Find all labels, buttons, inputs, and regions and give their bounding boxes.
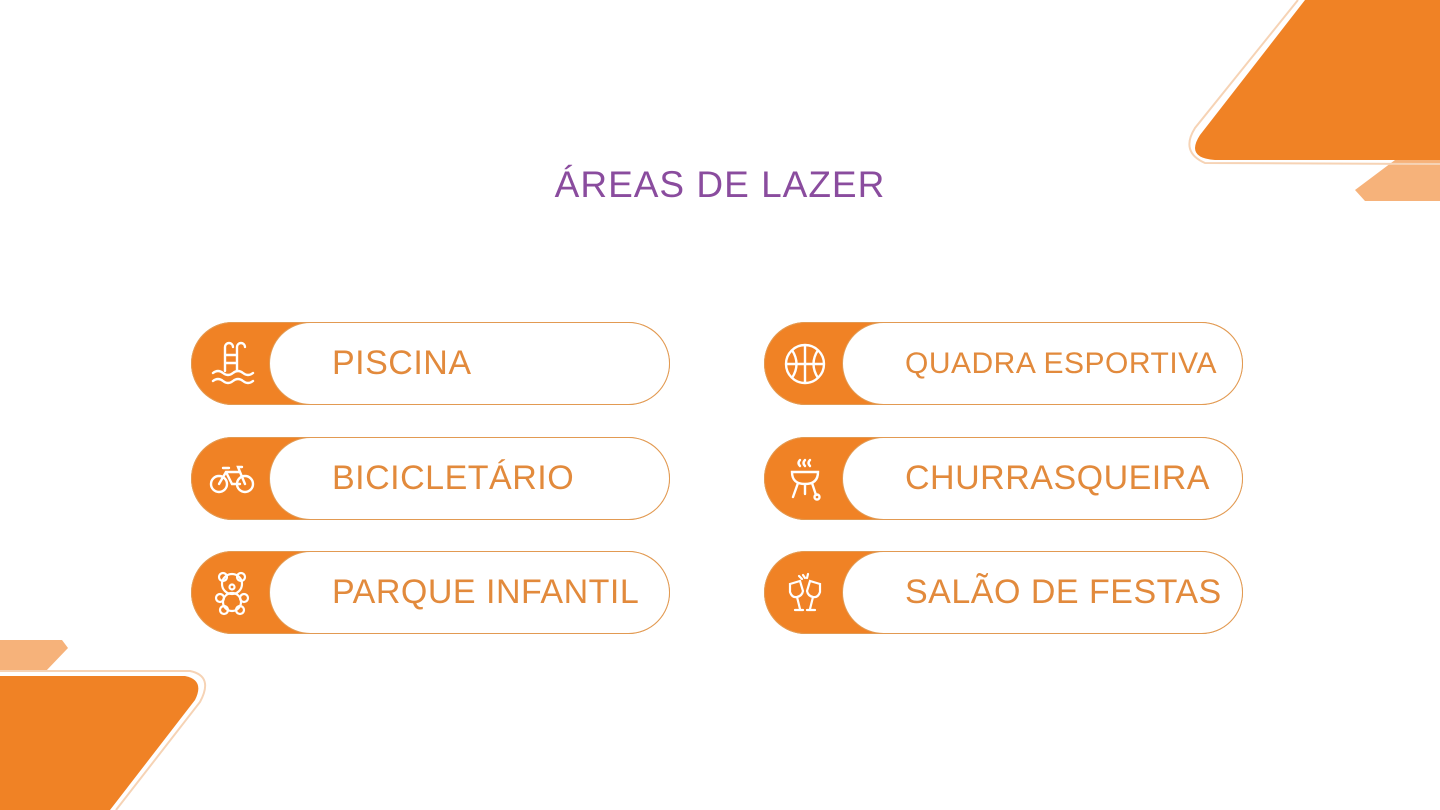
- basketball-icon: [784, 343, 826, 385]
- amenity-label: PISCINA: [332, 344, 472, 382]
- amenity-grill: CHURRASQUEIRA: [764, 437, 1243, 520]
- amenity-bike-rack: BICICLETÁRIO: [191, 437, 670, 520]
- amenity-pool: PISCINA: [191, 322, 670, 405]
- amenity-label: BICICLETÁRIO: [332, 459, 575, 497]
- page-title: ÁREAS DE LAZER: [554, 164, 886, 205]
- top-right-shape-light: [1355, 160, 1440, 201]
- amenity-label: PARQUE INFANTIL: [332, 573, 640, 611]
- bottom-left-shape-light: [0, 640, 68, 672]
- amenity-playground: PARQUE INFANTIL: [191, 551, 670, 634]
- teddy-bear-icon: [214, 571, 250, 616]
- pool-ladder-icon: [211, 341, 255, 385]
- grill-icon: [790, 458, 821, 501]
- amenity-label: CHURRASQUEIRA: [905, 459, 1210, 497]
- bicycle-icon: [209, 465, 255, 494]
- amenity-party-hall: SALÃO DE FESTAS: [764, 551, 1243, 634]
- amenity-label: QUADRA ESPORTIVA: [905, 347, 1217, 380]
- top-right-shape: [1195, 0, 1440, 160]
- amenity-sports-court: QUADRA ESPORTIVA: [764, 322, 1243, 405]
- bottom-left-shape: [0, 676, 199, 810]
- amenity-label: SALÃO DE FESTAS: [905, 573, 1222, 611]
- champagne-glasses-icon: [788, 572, 822, 612]
